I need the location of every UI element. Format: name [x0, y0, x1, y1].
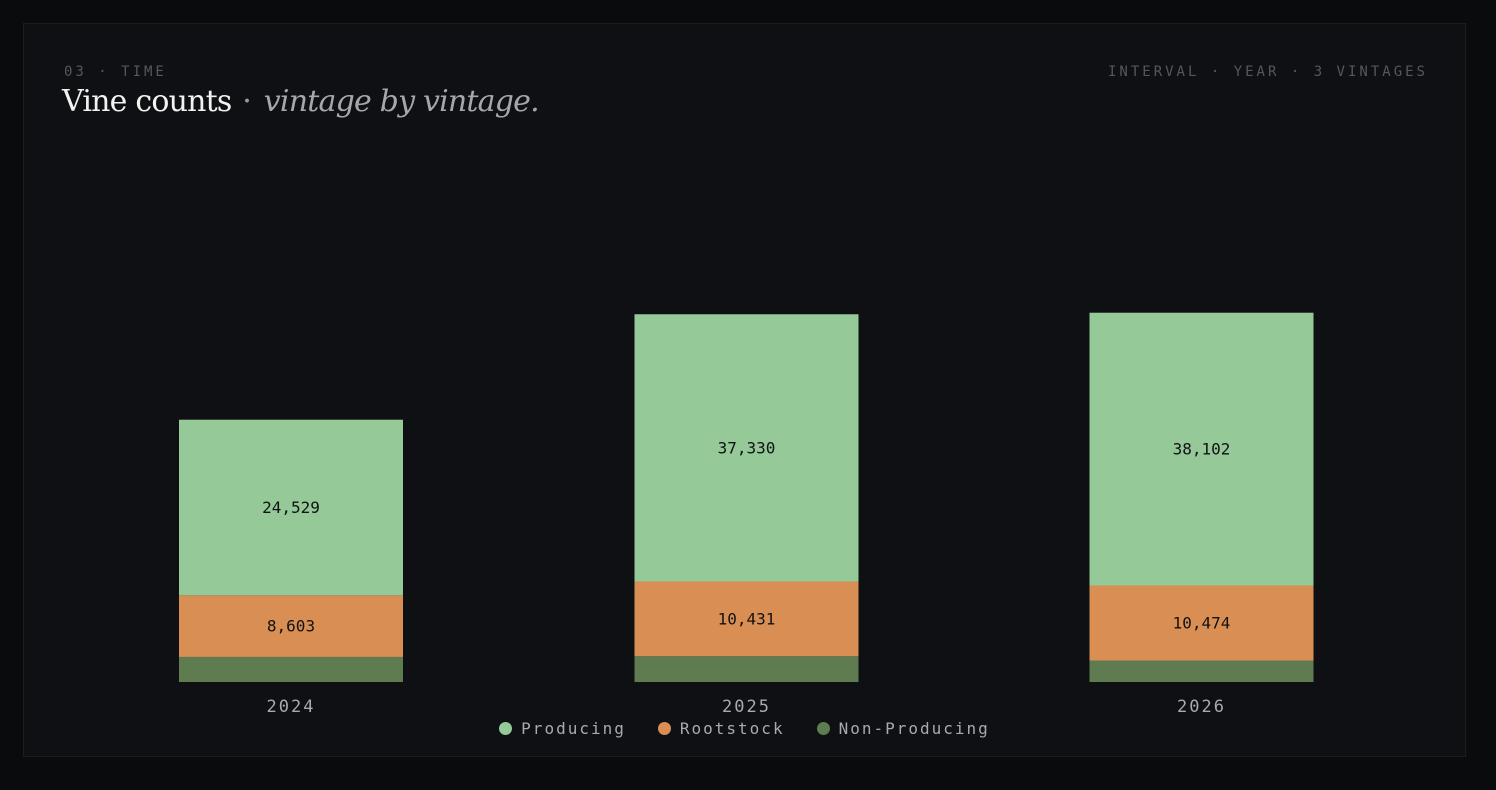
bar-segment-rootstock-2026: [1089, 585, 1314, 661]
bar-segment-non-producing-2024: [179, 656, 403, 682]
chart-title-separator: ·: [242, 84, 252, 119]
legend-item-non-producing: Non-Producing: [816, 719, 990, 738]
bar-segment-producing-2026: [1089, 312, 1314, 586]
bar-segment-producing-2024: [179, 419, 403, 596]
chart-legend: Producing Rootstock Non-Producing: [24, 719, 1465, 738]
bar-segment-rootstock-2025: [634, 581, 859, 657]
data-label-rootstock-2026: 10,474: [1173, 614, 1231, 633]
chart-title-italic: vintage by vintage.: [263, 84, 540, 119]
data-label-rootstock-2025: 10,431: [718, 609, 776, 628]
legend-swatch-non-producing: [816, 722, 830, 735]
data-label-producing-2024: 24,529: [262, 498, 320, 517]
data-label-rootstock-2024: 8,603: [267, 617, 315, 636]
chart-title-main: Vine counts: [62, 84, 232, 119]
bar-segment-non-producing-2026: [1089, 660, 1314, 682]
chart-title: Vine counts · vintage by vintage.: [62, 84, 540, 119]
interval-meta: INTERVAL · YEAR · 3 VINTAGES: [1107, 64, 1428, 80]
legend-swatch-producing: [499, 722, 513, 735]
legend-item-rootstock: Rootstock: [657, 719, 785, 738]
x-tick-label-2025: 2025: [722, 697, 771, 717]
bar-segment-non-producing-2025: [634, 656, 859, 682]
legend-label-producing: Producing: [521, 719, 626, 738]
bar-segment-producing-2025: [634, 314, 859, 582]
stacked-bar-chart: 8,603 24,529 2024 10,431 37,330 2025 10,474 38,…: [179, 312, 1314, 717]
bar-segment-rootstock-2024: [179, 595, 403, 657]
legend-label-rootstock: Rootstock: [679, 719, 785, 738]
data-label-producing-2025: 37,330: [718, 438, 776, 457]
x-tick-label-2024: 2024: [267, 697, 316, 717]
chart-card: 03 · TIME INTERVAL · YEAR · 3 VINTAGES V…: [23, 23, 1466, 757]
legend-label-non-producing: Non-Producing: [838, 719, 990, 738]
legend-swatch-rootstock: [657, 722, 671, 735]
data-label-producing-2026: 38,102: [1173, 440, 1231, 459]
legend-item-producing: Producing: [499, 719, 626, 738]
section-eyebrow: 03 · TIME: [64, 64, 167, 80]
x-tick-label-2026: 2026: [1177, 697, 1226, 717]
